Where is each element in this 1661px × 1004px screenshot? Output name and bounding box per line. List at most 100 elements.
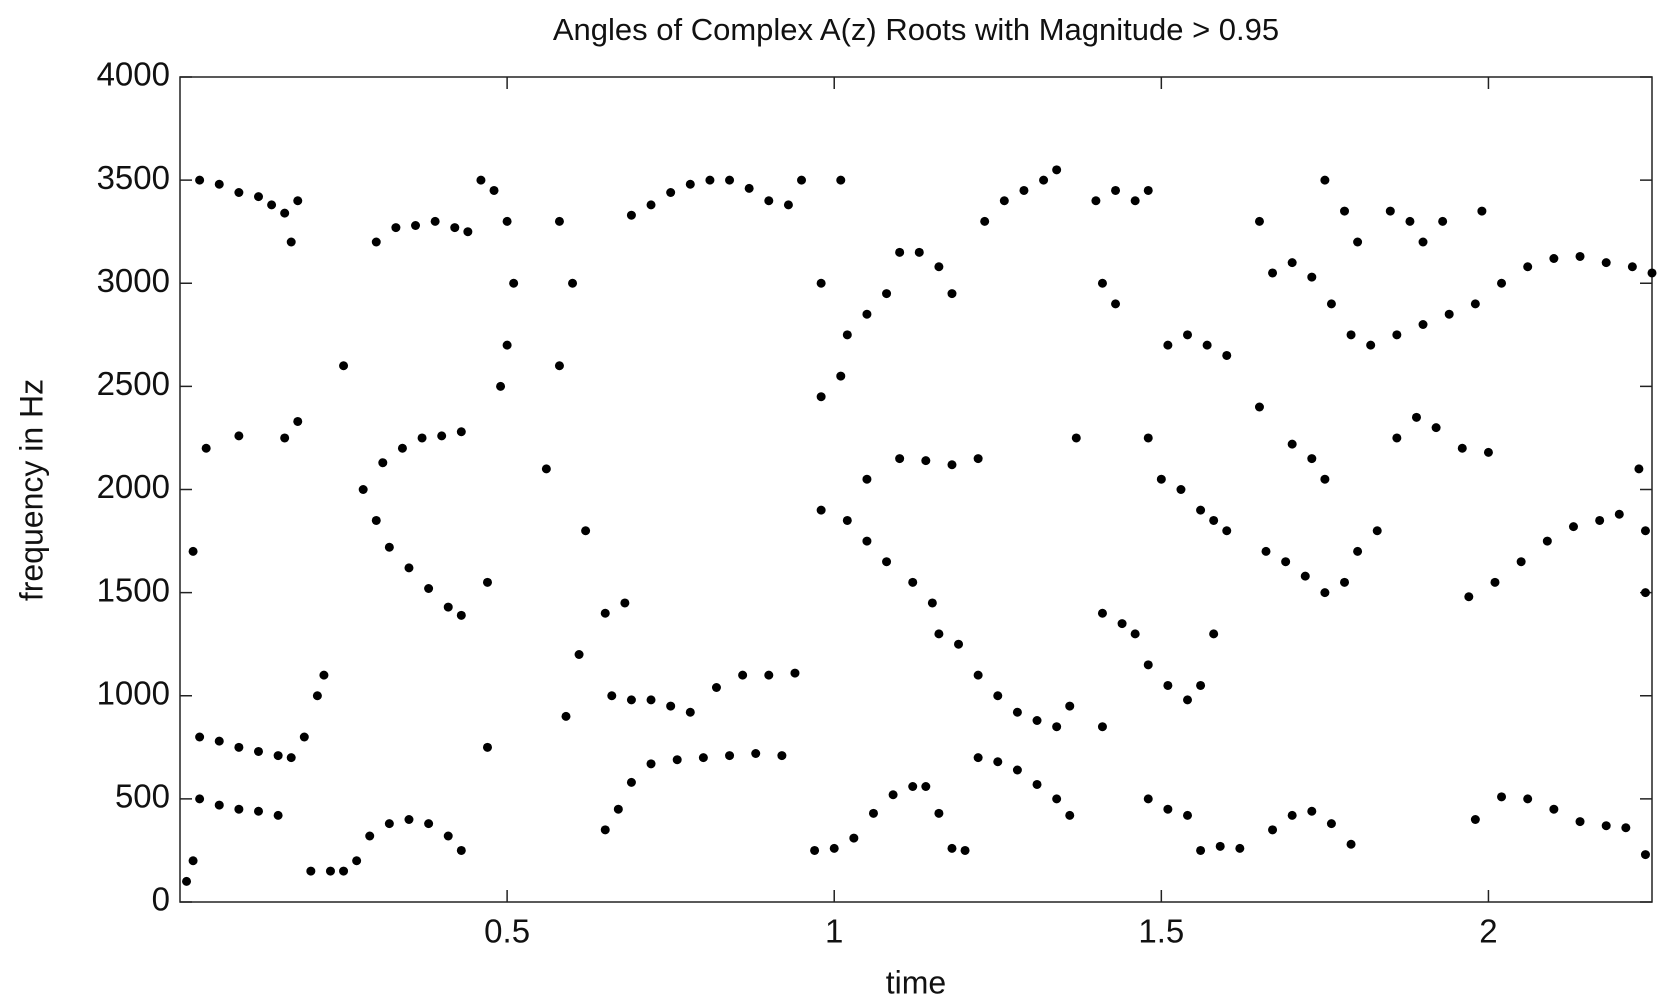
point [1411, 412, 1421, 422]
point [1438, 216, 1448, 226]
point [1071, 433, 1081, 443]
point [1444, 309, 1454, 319]
point [502, 216, 512, 226]
point [1268, 268, 1278, 278]
x-tick-label: 1 [825, 913, 843, 950]
chart-title: Angles of Complex A(z) Roots with Magnit… [553, 12, 1279, 47]
point [1012, 707, 1022, 717]
point [463, 227, 473, 237]
point [397, 443, 407, 453]
x-tick-label: 0.5 [484, 913, 530, 950]
point [443, 602, 453, 612]
point [1209, 515, 1219, 525]
point [188, 856, 198, 866]
y-tick-label: 500 [115, 778, 170, 815]
point [1097, 608, 1107, 618]
point [182, 876, 192, 886]
point [914, 247, 924, 257]
point [1418, 237, 1428, 247]
point [286, 237, 296, 247]
point [214, 736, 224, 746]
point [764, 196, 774, 206]
point [1372, 526, 1382, 536]
point [685, 179, 695, 189]
point [1143, 433, 1153, 443]
point [384, 819, 394, 829]
point [1640, 850, 1650, 860]
point [1542, 536, 1552, 546]
point [1497, 278, 1507, 288]
point [849, 833, 859, 843]
point [725, 751, 735, 761]
point [1549, 254, 1559, 263]
point [1490, 577, 1500, 587]
point [424, 584, 434, 593]
point [1614, 509, 1624, 519]
point [509, 278, 519, 288]
point [600, 608, 610, 618]
point [496, 381, 506, 391]
point [1163, 340, 1173, 350]
point [1254, 402, 1264, 412]
point [1320, 474, 1330, 484]
point [764, 670, 774, 680]
point [286, 753, 296, 763]
point [443, 831, 453, 841]
point [1091, 196, 1101, 206]
point [476, 175, 486, 185]
point [1575, 817, 1585, 827]
point [973, 670, 983, 680]
point [1320, 175, 1330, 185]
point [195, 175, 205, 185]
point [1470, 299, 1480, 309]
point [450, 223, 460, 233]
point [456, 427, 466, 437]
point [1601, 258, 1611, 268]
point [1287, 258, 1297, 268]
point [365, 831, 375, 841]
point [404, 815, 414, 824]
point [862, 474, 872, 484]
point [1385, 206, 1395, 216]
point [1575, 251, 1585, 261]
point [646, 200, 656, 210]
point [1039, 175, 1049, 185]
point [1431, 423, 1441, 433]
point [1287, 439, 1297, 449]
point [960, 845, 970, 855]
point [1111, 185, 1121, 195]
point [1392, 330, 1402, 340]
point [888, 790, 898, 800]
y-tick-label: 1000 [97, 674, 170, 711]
point [921, 782, 931, 791]
y-tick-label: 2500 [97, 365, 170, 402]
point [1483, 447, 1493, 457]
point [790, 668, 800, 678]
point [378, 458, 388, 468]
point [358, 485, 368, 494]
point [1307, 806, 1317, 816]
point [1097, 722, 1107, 732]
point [1196, 680, 1206, 690]
point [738, 670, 748, 680]
point [816, 392, 826, 402]
point [1621, 823, 1631, 833]
point [1163, 680, 1173, 690]
point [1032, 779, 1042, 789]
point [437, 431, 447, 441]
point [1261, 546, 1271, 556]
point [882, 289, 892, 299]
point [842, 515, 852, 525]
point [234, 804, 244, 814]
point [829, 843, 839, 853]
point [1019, 185, 1029, 195]
point [666, 188, 676, 197]
point [1549, 804, 1559, 814]
point [666, 701, 676, 711]
point [280, 208, 290, 218]
point [1477, 206, 1487, 216]
point [1111, 299, 1121, 309]
point [1052, 165, 1062, 175]
y-tick-label: 2000 [97, 468, 170, 505]
point [1568, 522, 1578, 532]
